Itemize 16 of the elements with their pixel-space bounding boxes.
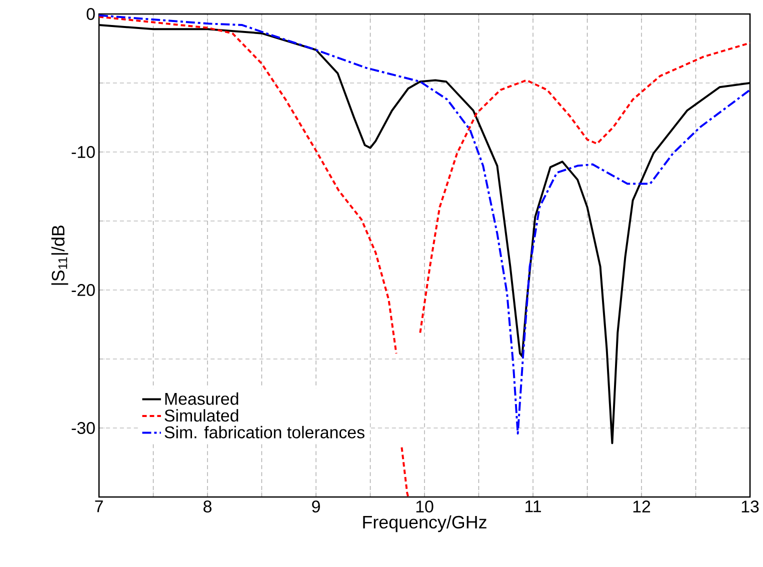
y-tick-label: 0 [86, 8, 95, 20]
x-tick-label: 11 [526, 500, 541, 512]
legend-label: Simulated [164, 409, 238, 422]
y-tick-label: -10 [72, 146, 95, 158]
y-tick-label: -20 [72, 284, 95, 296]
x-tick-label: 8 [204, 500, 212, 513]
y-axis-title: |S$_{11}$|/dB [51, 226, 68, 285]
x-tick-label: 12 [633, 500, 650, 512]
legend-label: Measured [165, 392, 238, 405]
x-tick-label: 10 [416, 500, 434, 513]
legend-label: Sim. fabrication tolerances [164, 426, 364, 438]
x-tick-label: 7 [95, 500, 103, 512]
x-tick-label: 13 [742, 500, 759, 513]
x-tick-label: 9 [312, 500, 320, 513]
y-tick-label: -30 [72, 422, 95, 434]
x-axis-title: Frequency/GHz [363, 515, 486, 532]
